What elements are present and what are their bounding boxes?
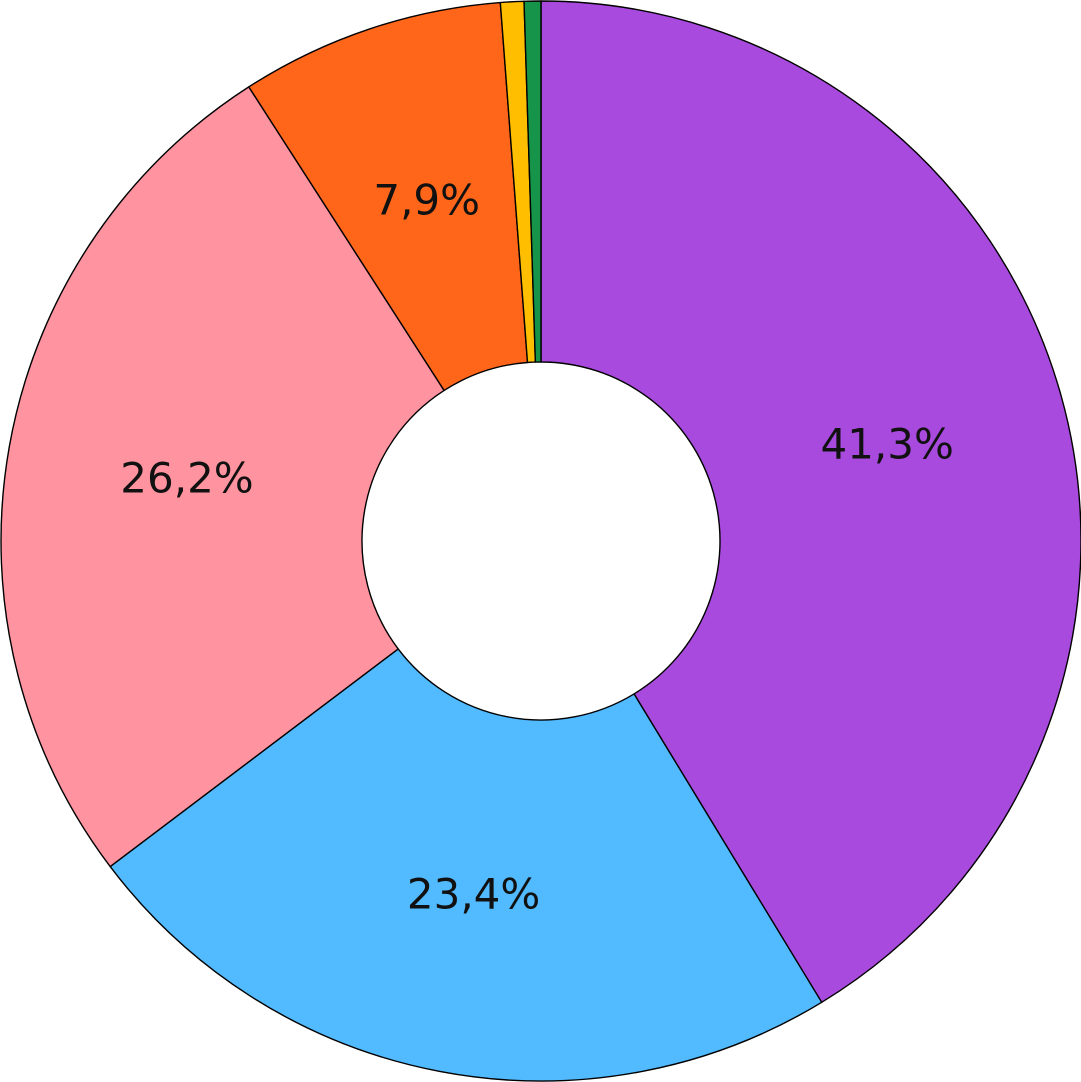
slice-2 [0,86,445,868]
slice-1 [109,648,823,1082]
slice-0 [540,0,1081,1004]
slice-3 [248,1,529,392]
slice-label-3: 7,9% [373,176,480,225]
slice-label-0: 41,3% [820,420,953,469]
slice-5 [523,0,542,363]
slice-label-2: 26,2% [120,454,253,503]
slice-label-1: 23,4% [407,870,540,919]
donut-labels: 41,3% 23,4% 26,2% 7,9% [120,176,954,919]
